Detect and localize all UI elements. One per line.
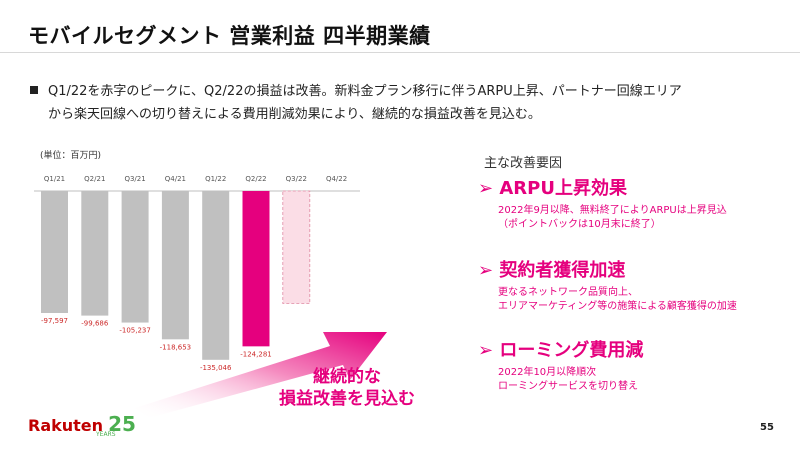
bar-value-label: -97,597 [41, 317, 68, 325]
factor-detail: 2022年9月以降、無料終了によりARPUは上昇見込 [498, 205, 727, 216]
x-tick-label: Q1/21 [44, 175, 65, 183]
logo-number: 25 [108, 412, 136, 436]
factor-detail: （ポイントバックは10月末に終了） [498, 219, 661, 230]
bar-value-label: -99,686 [81, 320, 109, 328]
operating-income-bar-chart: Q1/21 -97,597 Q2/21 -99,686 Q3/21 -105,237 Q4/… [34, 175, 360, 372]
bar [242, 191, 270, 347]
x-tick-label: Q4/21 [165, 175, 186, 183]
factor-title: 契約者獲得加速 [499, 260, 626, 281]
factor-title: ARPU上昇効果 [499, 178, 627, 199]
rakuten-25-years-logo: Rakuten 25 YEARS [28, 412, 136, 438]
bar-value-label: -118,653 [160, 343, 191, 351]
logo-brand: Rakuten [28, 416, 104, 435]
factor-subscriber-growth: ➢ 契約者獲得加速 更なるネットワーク品質向上、 エリアマーケティング等の施策に… [478, 256, 737, 314]
bar [121, 191, 149, 323]
improvement-callout: 継続的な 損益改善を見込む [262, 366, 432, 410]
x-tick-label: Q2/21 [84, 175, 105, 183]
title-divider [0, 52, 800, 53]
page-number: 55 [760, 422, 774, 433]
x-tick-label: Q1/22 [205, 175, 226, 183]
summary-line-2: から楽天回線への切り替えによる費用削減効果により、継続的な損益改善を見込む。 [48, 107, 541, 122]
x-tick-label: Q2/22 [245, 175, 266, 183]
factor-detail: ローミングサービスを切り替え [498, 381, 638, 392]
callout-line-2: 損益改善を見込む [279, 389, 415, 409]
factor-roaming-cost: ➢ ローミング費用減 2022年10月以降順次 ローミングサービスを切り替え [478, 336, 643, 394]
bar [202, 191, 230, 360]
x-tick-label: Q3/21 [124, 175, 145, 183]
bar-value-label: -135,046 [200, 364, 232, 372]
unit-label: (単位：百万円) [40, 151, 102, 161]
improvement-arrow-icon [135, 332, 387, 418]
bar [161, 191, 189, 340]
factor-detail: 2022年10月以降順次 [498, 367, 597, 378]
factor-detail: エリアマーケティング等の施策による顧客獲得の加速 [498, 301, 737, 312]
logo-years: YEARS [96, 431, 116, 438]
chevron-right-icon: ➢ [478, 260, 494, 281]
bar [41, 191, 68, 313]
forecast-bar [282, 190, 311, 304]
factor-detail: 更なるネットワーク品質向上、 [498, 287, 638, 298]
summary-line-1: Q1/22を赤字のピークに、Q2/22の損益は改善。新料金プラン移行に伴うARP… [48, 84, 682, 99]
factors-heading: 主な改善要因 [484, 156, 563, 171]
chevron-right-icon: ➢ [478, 340, 494, 361]
bar [81, 191, 109, 316]
bar-value-label: -124,281 [240, 350, 271, 358]
bar-value-label: -105,237 [119, 327, 150, 335]
factor-title: ローミング費用減 [499, 340, 644, 361]
page-title: モバイルセグメント 営業利益 四半期業績 [28, 24, 431, 48]
chevron-right-icon: ➢ [478, 178, 494, 199]
callout-line-1: 継続的な [313, 367, 381, 387]
bullet-square-icon [30, 86, 38, 94]
x-tick-label: Q4/22 [326, 175, 347, 183]
factor-arpu: ➢ ARPU上昇効果 2022年9月以降、無料終了によりARPUは上昇見込 （ポ… [478, 174, 727, 232]
x-tick-label: Q3/22 [286, 175, 307, 183]
